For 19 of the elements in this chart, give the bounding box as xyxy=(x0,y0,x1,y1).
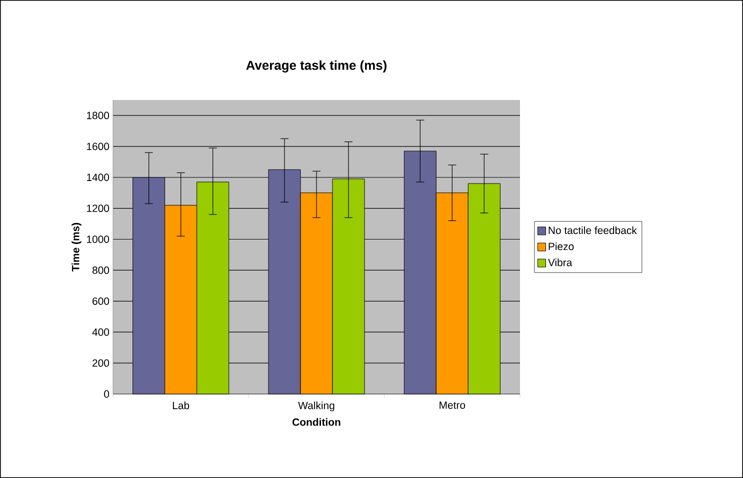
y-tick-label: 1400 xyxy=(87,174,110,182)
y-axis-title: Time (ms) xyxy=(72,222,82,272)
legend-label: Vibra xyxy=(548,258,572,266)
x-tick-label: Walking xyxy=(298,402,334,412)
y-tick-label: 1200 xyxy=(87,204,110,212)
y-tick-label: 800 xyxy=(92,266,110,274)
y-tick-label: 1000 xyxy=(87,236,110,243)
chart-title: Average task time (ms) xyxy=(246,60,386,73)
legend-label: Piezo xyxy=(548,242,574,250)
y-tick-label: 200 xyxy=(92,359,110,367)
y-tick-label: 0 xyxy=(104,390,110,398)
y-tick-label: 600 xyxy=(92,297,110,305)
y-tick-label: 400 xyxy=(92,328,110,336)
y-tick-label: 1800 xyxy=(87,112,110,120)
x-tick-label: Metro xyxy=(440,402,466,409)
x-axis-title: Condition xyxy=(292,418,340,426)
y-tick-label: 1600 xyxy=(87,142,110,150)
legend-label: No tactile feedback xyxy=(548,226,637,234)
x-tick-label: Lab xyxy=(172,402,190,410)
